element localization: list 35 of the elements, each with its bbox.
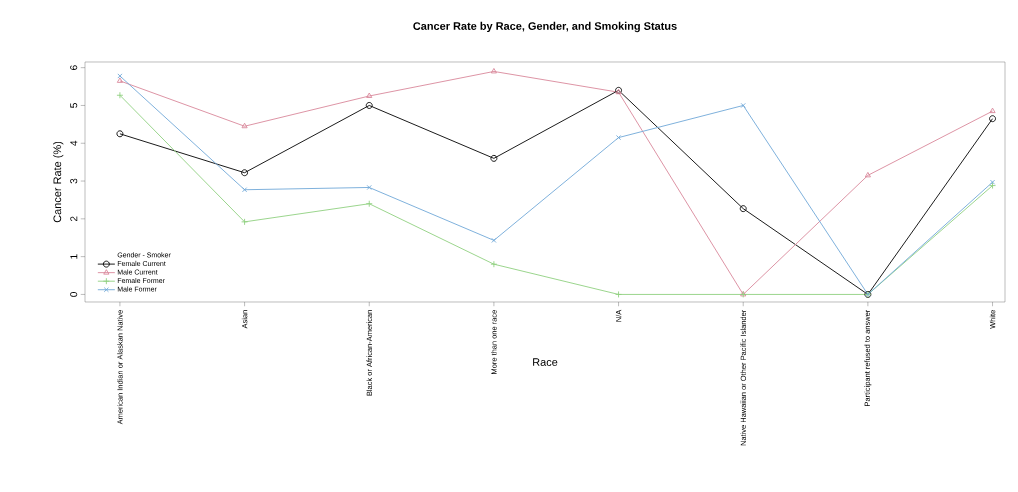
point bbox=[241, 218, 249, 226]
point bbox=[241, 122, 248, 129]
point bbox=[117, 73, 123, 79]
point bbox=[989, 182, 996, 190]
point bbox=[490, 154, 498, 162]
y-tick-label: 1 bbox=[70, 254, 78, 259]
point bbox=[989, 115, 996, 123]
point bbox=[366, 92, 373, 98]
point bbox=[989, 179, 996, 185]
point bbox=[615, 290, 622, 298]
y-tick-label: 5 bbox=[70, 103, 78, 108]
point bbox=[864, 171, 871, 178]
point bbox=[365, 102, 373, 109]
point bbox=[365, 200, 373, 208]
point bbox=[116, 91, 124, 99]
y-tick-label: 0 bbox=[70, 292, 78, 297]
point bbox=[490, 260, 498, 268]
point bbox=[739, 205, 747, 213]
x-axis-title: Race bbox=[533, 358, 558, 366]
point bbox=[241, 169, 249, 177]
point bbox=[491, 237, 497, 243]
chart-title: Cancer Rate by Race, Gender, and Smoking Status bbox=[413, 21, 677, 33]
point bbox=[366, 184, 372, 191]
point bbox=[116, 130, 124, 138]
point bbox=[740, 102, 746, 109]
point bbox=[616, 135, 622, 141]
point bbox=[490, 68, 497, 74]
point bbox=[989, 107, 996, 114]
y-tick-label: 2 bbox=[70, 216, 78, 222]
y-axis-title: Cancer Rate (%) bbox=[53, 141, 64, 223]
y-tick-label: 6 bbox=[70, 65, 78, 70]
point bbox=[242, 187, 248, 193]
y-tick-label: 3 bbox=[70, 178, 78, 184]
point bbox=[116, 77, 123, 83]
y-tick-label: 4 bbox=[70, 140, 78, 146]
